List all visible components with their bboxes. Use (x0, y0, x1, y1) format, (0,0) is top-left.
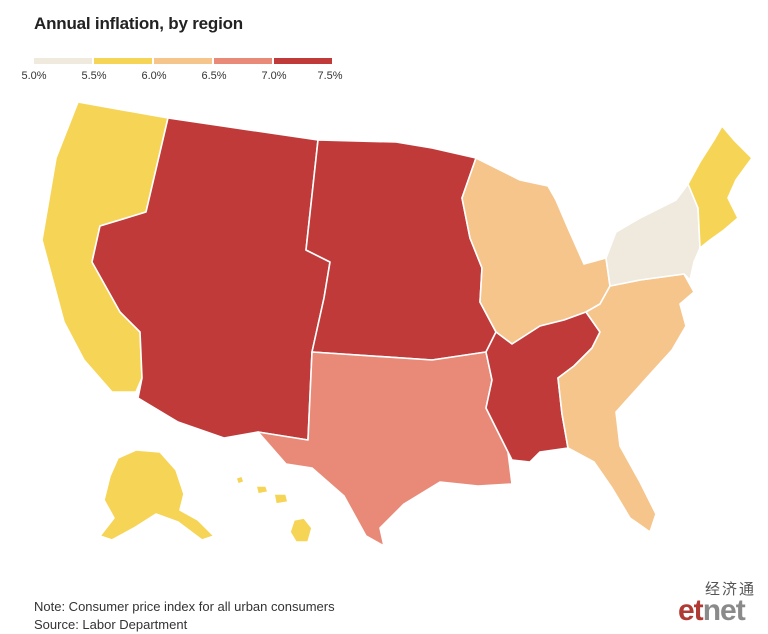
chart-title: Annual inflation, by region (34, 14, 243, 33)
etnet-logo: 经济通 etnet (678, 578, 764, 630)
logo-cn-text: 经济通 (704, 580, 756, 598)
region-south-atlantic (557, 273, 695, 533)
legend-swatch-3 (154, 58, 212, 64)
note-text: Note: Consumer price index for all urban… (34, 599, 335, 614)
legend-tick-1: 5.5% (81, 70, 107, 82)
legend-swatch-1 (34, 58, 92, 64)
legend-tick-4: 7.0% (261, 70, 287, 82)
legend-tick-5: 7.5% (317, 70, 343, 82)
color-legend: 5.0% 5.5% 6.0% 6.5% 7.0% 7.5% (21, 58, 343, 88)
region-hawaii-islands (235, 475, 289, 505)
legend-swatch-4 (214, 58, 272, 64)
legend-swatch-2 (94, 58, 152, 64)
logo-et: et (678, 594, 704, 627)
region-new-england (687, 125, 753, 249)
legend-tick-2: 6.0% (141, 70, 167, 82)
chart-footnote: Note: Consumer price index for all urban… (34, 598, 335, 634)
region-west-north-central (305, 139, 497, 361)
source-text: Source: Labor Department (34, 617, 188, 632)
legend-swatch-5 (274, 58, 332, 64)
legend-tick-0: 5.0% (21, 70, 47, 82)
logo-net: net (702, 594, 746, 627)
legend-tick-3: 6.5% (201, 70, 227, 82)
region-alaska (99, 449, 215, 541)
region-middle-atlantic (605, 183, 701, 287)
region-hawaii (289, 517, 313, 543)
logo-en-text: etnet (678, 594, 746, 628)
